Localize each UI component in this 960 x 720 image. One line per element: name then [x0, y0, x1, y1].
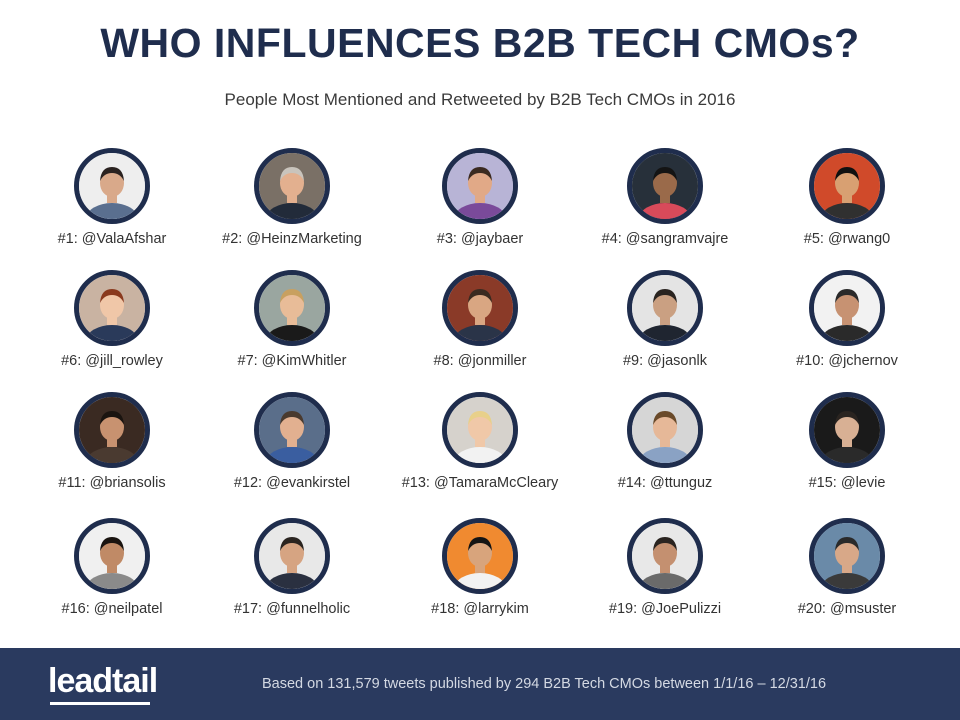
influencer-card: #19: @JoePulizzi — [570, 518, 760, 638]
influencer-card: #6: @jill_rowley — [17, 270, 207, 390]
person-icon — [79, 397, 145, 463]
influencer-handle: #8: @jonmiller — [433, 353, 527, 369]
person-icon — [259, 523, 325, 589]
influencer-handle: #19: @JoePulizzi — [608, 601, 722, 617]
person-icon — [79, 523, 145, 589]
influencer-row: #16: @neilpatel #17: @funnelholic #18: @la… — [0, 518, 960, 638]
influencer-handle: #17: @funnelholic — [233, 601, 351, 617]
influencer-handle: #10: @jchernov — [796, 353, 898, 369]
person-icon — [259, 153, 325, 219]
avatar — [809, 270, 885, 346]
avatar — [627, 392, 703, 468]
person-icon — [632, 153, 698, 219]
influencer-card: #14: @ttunguz — [570, 392, 760, 512]
avatar — [254, 270, 330, 346]
influencer-handle: #4: @sangramvajre — [601, 231, 729, 247]
influencer-row: #6: @jill_rowley #7: @KimWhitler #8: @jonm… — [0, 270, 960, 390]
person-icon — [447, 397, 513, 463]
influencer-handle: #5: @rwang0 — [803, 231, 891, 247]
influencer-handle: #7: @KimWhitler — [237, 353, 347, 369]
influencer-card: #9: @jasonlk — [570, 270, 760, 390]
influencer-card: #1: @ValaAfshar — [17, 148, 207, 268]
person-icon — [814, 523, 880, 589]
influencer-card: #13: @TamaraMcCleary — [385, 392, 575, 512]
influencer-card: #2: @HeinzMarketing — [197, 148, 387, 268]
person-icon — [259, 275, 325, 341]
influencer-handle: #6: @jill_rowley — [61, 353, 163, 369]
avatar — [254, 392, 330, 468]
avatar — [809, 518, 885, 594]
avatar — [809, 148, 885, 224]
influencer-card: #15: @levie — [752, 392, 942, 512]
avatar — [74, 270, 150, 346]
influencer-handle: #13: @TamaraMcCleary — [401, 475, 559, 491]
avatar — [627, 148, 703, 224]
avatar — [74, 392, 150, 468]
influencer-card: #5: @rwang0 — [752, 148, 942, 268]
avatar — [442, 148, 518, 224]
influencer-handle: #14: @ttunguz — [617, 475, 713, 491]
person-icon — [447, 275, 513, 341]
logo-underline — [50, 702, 150, 705]
influencer-handle: #18: @larrykim — [431, 601, 529, 617]
influencer-handle: #12: @evankirstel — [233, 475, 351, 491]
influencer-row: #1: @ValaAfshar #2: @HeinzMarketing #3: @j… — [0, 148, 960, 268]
person-icon — [447, 523, 513, 589]
influencer-card: #17: @funnelholic — [197, 518, 387, 638]
person-icon — [632, 275, 698, 341]
influencer-handle: #3: @jaybaer — [436, 231, 524, 247]
person-icon — [814, 153, 880, 219]
person-icon — [259, 397, 325, 463]
influencer-handle: #2: @HeinzMarketing — [222, 231, 362, 247]
influencer-row: #11: @briansolis #12: @evankirstel #13: @T… — [0, 392, 960, 512]
leadtail-logo: leadtail — [48, 662, 158, 705]
avatar — [809, 392, 885, 468]
avatar — [442, 270, 518, 346]
avatar — [74, 518, 150, 594]
influencer-handle: #15: @levie — [808, 475, 886, 491]
avatar — [442, 392, 518, 468]
influencer-card: #12: @evankirstel — [197, 392, 387, 512]
influencer-card: #18: @larrykim — [385, 518, 575, 638]
person-icon — [632, 523, 698, 589]
avatar — [254, 518, 330, 594]
page-subtitle: People Most Mentioned and Retweeted by B… — [224, 90, 736, 109]
page-title: WHO INFLUENCES B2B TECH CMOs? — [100, 20, 860, 66]
influencer-card: #20: @msuster — [752, 518, 942, 638]
influencer-card: #3: @jaybaer — [385, 148, 575, 268]
influencer-card: #16: @neilpatel — [17, 518, 207, 638]
influencer-card: #8: @jonmiller — [385, 270, 575, 390]
influencer-handle: #16: @neilpatel — [61, 601, 163, 617]
person-icon — [632, 397, 698, 463]
footnote: Based on 131,579 tweets published by 294… — [262, 676, 827, 692]
influencer-handle: #9: @jasonlk — [622, 353, 708, 369]
avatar — [627, 518, 703, 594]
influencer-handle: #20: @msuster — [797, 601, 897, 617]
footer-bar: leadtail Based on 131,579 tweets publish… — [0, 648, 960, 720]
influencer-card: #7: @KimWhitler — [197, 270, 387, 390]
avatar — [74, 148, 150, 224]
person-icon — [814, 275, 880, 341]
person-icon — [814, 397, 880, 463]
person-icon — [79, 153, 145, 219]
person-icon — [447, 153, 513, 219]
influencer-handle: #1: @ValaAfshar — [57, 231, 167, 247]
influencer-card: #10: @jchernov — [752, 270, 942, 390]
avatar — [442, 518, 518, 594]
logo-text: leadtail — [48, 662, 158, 700]
influencer-handle: #11: @briansolis — [58, 475, 166, 491]
avatar — [254, 148, 330, 224]
influencer-card: #4: @sangramvajre — [570, 148, 760, 268]
influencer-card: #11: @briansolis — [17, 392, 207, 512]
person-icon — [79, 275, 145, 341]
avatar — [627, 270, 703, 346]
